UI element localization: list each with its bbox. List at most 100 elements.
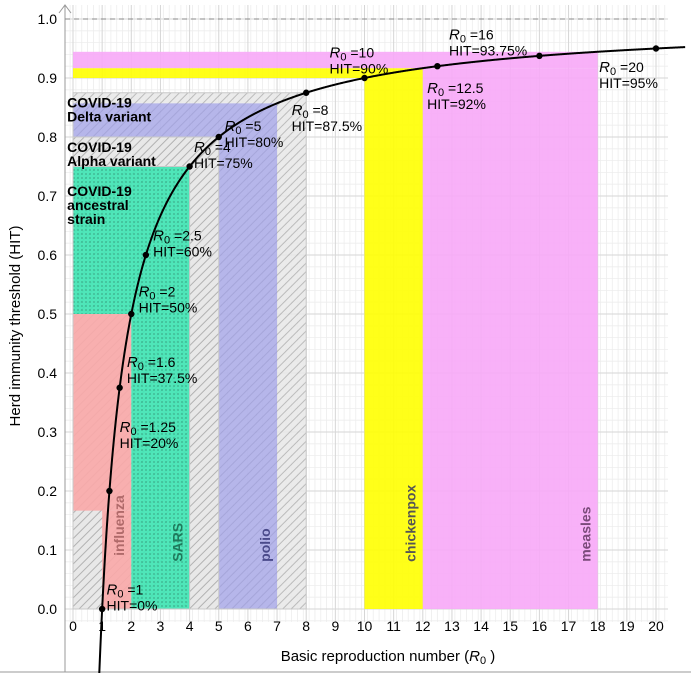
- r0-value: =10: [346, 44, 374, 60]
- x-tick-label: 19: [619, 618, 635, 634]
- point-label-hit: HIT=93.75%: [449, 43, 527, 59]
- data-point: [116, 384, 123, 391]
- y-tick-label: 0.0: [38, 601, 58, 617]
- x-tick-label: 5: [215, 618, 223, 634]
- r0-symbol: R: [427, 80, 438, 97]
- data-point: [106, 487, 113, 495]
- point-label-r0: R0 =8: [292, 102, 329, 121]
- x-tick-label: 9: [331, 618, 339, 634]
- r0-subscript: 0: [610, 66, 616, 78]
- x-tick-label: 20: [648, 618, 664, 634]
- r0-symbol: R: [153, 227, 164, 244]
- covid-label-line: COVID-19: [67, 95, 132, 111]
- disease-band-polio: [218, 137, 278, 609]
- x-tick-label: 18: [590, 618, 606, 634]
- r0-value: =12.5: [444, 80, 484, 96]
- point-label-hit: HIT=50%: [139, 299, 198, 315]
- point-label-hit: HIT=0%: [107, 597, 158, 613]
- point-label-r0: R0 =2: [139, 283, 176, 302]
- y-tick-label: 0.9: [38, 70, 58, 86]
- point-label-r0: R0 =10: [330, 44, 375, 63]
- r0-symbol: R: [449, 27, 460, 44]
- r0-symbol: R: [127, 354, 138, 371]
- y-tick-label: 0.3: [38, 424, 58, 440]
- hit-curve-line: [98, 46, 686, 673]
- disease-hband-influenza: [73, 314, 132, 511]
- covid-outline: [72, 92, 307, 610]
- x-tick-label: 3: [157, 618, 165, 634]
- x-tick-label: 11: [386, 618, 401, 634]
- covid-label-line: ancestral: [67, 197, 128, 213]
- r0-subscript: 0: [235, 125, 241, 137]
- point-label-hit: HIT=90%: [330, 60, 389, 76]
- r0-subscript: 0: [117, 588, 123, 600]
- r0-subscript: 0: [340, 51, 346, 63]
- point-label-hit: HIT=60%: [153, 243, 212, 259]
- covid-label: COVID-19 ancestral strain: [67, 183, 132, 227]
- point-label-r0: R0 =1.6: [127, 354, 176, 373]
- point-label-hit: HIT=75%: [194, 155, 253, 171]
- point-label-r0: R0 =2.5: [153, 227, 202, 246]
- point-label-hit: HIT=37.5%: [127, 370, 197, 386]
- r0-value: =8: [309, 102, 329, 118]
- r0-symbol: R: [292, 102, 303, 119]
- r0-symbol: R: [194, 139, 205, 156]
- disease-hband-measles: [73, 51, 598, 69]
- disease-band-chickenpox: [364, 78, 423, 609]
- r0-value: =2: [156, 283, 176, 299]
- x-tick-label: 16: [532, 618, 548, 634]
- x-tick-label: 8: [302, 618, 310, 634]
- r0-subscript: 0: [164, 234, 170, 246]
- disease-regions: COVID-19 ancestral strain COVID-19 Alpha var…: [67, 51, 598, 610]
- point-label-r0: R0 =1: [107, 581, 144, 600]
- y-tick-label: 1.0: [38, 11, 58, 27]
- data-point: [128, 310, 135, 318]
- data-point: [652, 45, 660, 52]
- data-points: [98, 45, 660, 613]
- disease-label-chickenpox: chickenpox: [403, 485, 419, 562]
- r0-subscript: 0: [149, 290, 155, 302]
- r0-subscript: 0: [138, 361, 144, 373]
- tick-labels: 0 1 2 3 4 5 6 7 8 9 10 11 12 13 14 15 16 17 18 19 200.00.10.…: [38, 11, 664, 634]
- point-label-r0: R0 =20: [599, 59, 644, 78]
- disease-band-measles: [422, 68, 598, 610]
- data-point: [361, 74, 368, 82]
- covid-label-line: COVID-19: [67, 139, 132, 155]
- y-tick-label: 0.4: [38, 365, 58, 381]
- disease-hband-SARS: [73, 166, 190, 314]
- r0-subscript: 0: [438, 87, 444, 99]
- x-tick-label: 15: [502, 618, 518, 634]
- y-tick-label: 0.8: [38, 129, 58, 145]
- r0-subscript: 0: [302, 109, 308, 121]
- x-tick-label: 14: [473, 618, 489, 634]
- r0-value: =2.5: [170, 227, 202, 243]
- r0-subscript: 0: [205, 146, 211, 158]
- x-tick-label: 12: [415, 618, 431, 634]
- covid-label: COVID-19 Delta variant: [67, 95, 151, 125]
- point-label-r0: R0 =4: [194, 139, 231, 158]
- r0-value: =16: [466, 27, 494, 43]
- data-point: [215, 133, 222, 141]
- x-tick-label: 6: [244, 618, 252, 634]
- point-label-r0: R0 =12.5: [427, 80, 483, 99]
- x-tick-label: 1: [98, 618, 106, 634]
- y-tick-label: 0.1: [38, 542, 58, 558]
- r0-value: =5: [242, 118, 262, 134]
- data-point: [186, 163, 193, 170]
- point-label-r0: R0 =16: [449, 27, 494, 46]
- r0-subscript: 0: [130, 426, 136, 438]
- data-point: [536, 52, 543, 60]
- disease-label-measles: measles: [577, 506, 593, 561]
- covid-label: COVID-19 Alpha variant: [67, 139, 156, 169]
- r0-value: =1.25: [137, 419, 177, 435]
- r0-symbol: R: [120, 419, 131, 436]
- x-tick-label: 10: [357, 618, 373, 634]
- data-point: [98, 605, 106, 613]
- y-tick-label: 0.6: [38, 247, 58, 263]
- covid-label-line: COVID-19: [67, 183, 132, 199]
- hit-curve: [98, 46, 686, 673]
- x-tick-label: 0: [69, 618, 77, 634]
- point-label-hit: HIT=95%: [599, 75, 658, 91]
- r0-symbol: R: [225, 118, 236, 135]
